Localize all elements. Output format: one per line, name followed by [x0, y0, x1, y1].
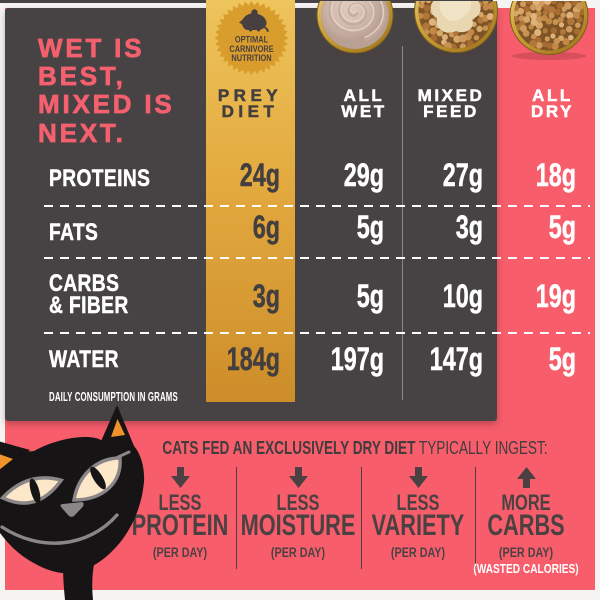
svg-text:OPTIMAL: OPTIMAL [235, 34, 268, 45]
svg-text:NUTRITION: NUTRITION [231, 52, 271, 63]
svg-text:CARNIVORE: CARNIVORE [229, 43, 274, 54]
